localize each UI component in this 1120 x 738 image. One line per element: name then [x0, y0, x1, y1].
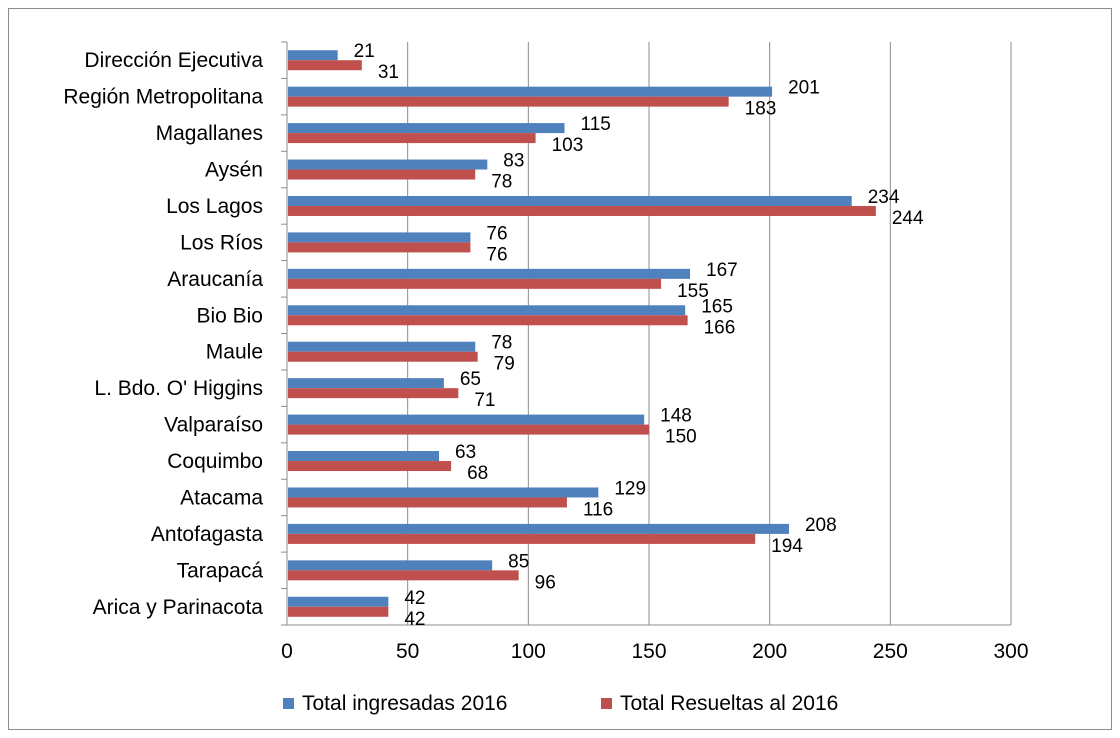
data-label-ingresadas: 78 — [491, 333, 512, 354]
x-tick-label: 150 — [631, 640, 666, 663]
bar-resueltas — [288, 315, 688, 326]
bar-resueltas — [288, 205, 876, 216]
bar-ingresadas — [288, 414, 645, 425]
data-label-ingresadas: 83 — [503, 151, 524, 172]
data-label-resueltas: 68 — [467, 463, 488, 484]
category-label: Araucanía — [167, 268, 263, 291]
category-label: Los Lagos — [166, 195, 263, 218]
category-label: Aysén — [205, 159, 263, 182]
legend: Total ingresadas 2016 Total Resueltas al … — [283, 692, 838, 715]
bar-ingresadas — [288, 560, 493, 571]
data-labels: 2131201183115103837823424476761671551651… — [354, 41, 924, 630]
axes — [281, 41, 1011, 626]
data-label-ingresadas: 234 — [868, 187, 900, 208]
data-label-resueltas: 116 — [583, 499, 613, 520]
bar-ingresadas — [288, 50, 338, 61]
data-label-resueltas: 96 — [535, 572, 556, 593]
bar-ingresadas — [288, 123, 565, 134]
bar-ingresadas — [288, 451, 440, 462]
bar-resueltas — [288, 278, 662, 289]
category-label: Valparaíso — [164, 414, 263, 437]
bar-ingresadas — [288, 159, 488, 170]
data-label-resueltas: 31 — [378, 62, 399, 83]
data-label-ingresadas: 208 — [805, 515, 837, 536]
bar-ingresadas — [288, 232, 471, 243]
category-label: Maule — [206, 341, 263, 364]
data-label-resueltas: 150 — [665, 427, 697, 448]
data-label-ingresadas: 115 — [581, 114, 611, 135]
legend-item-ingresadas-swatch — [283, 698, 294, 709]
bar-resueltas — [288, 424, 649, 435]
data-label-ingresadas: 76 — [486, 223, 507, 244]
data-label-ingresadas: 129 — [614, 478, 646, 499]
category-label: Coquimbo — [167, 450, 263, 473]
bar-ingresadas — [288, 596, 389, 607]
bar-ingresadas — [288, 195, 852, 206]
x-tick-label: 300 — [993, 640, 1028, 663]
bar-resueltas — [288, 242, 471, 253]
category-label: Antofagasta — [151, 523, 263, 546]
data-label-resueltas: 183 — [745, 99, 777, 120]
bar-ingresadas — [288, 268, 691, 279]
category-labels: Dirección Ejecutiva Región Metropolitana M… — [63, 49, 263, 619]
data-label-resueltas: 166 — [704, 317, 736, 338]
data-label-ingresadas: 21 — [354, 41, 375, 62]
bar-resueltas — [288, 497, 567, 508]
data-label-resueltas: 155 — [677, 281, 709, 302]
category-label: Los Ríos — [180, 231, 263, 254]
x-tick-label: 0 — [281, 640, 293, 663]
data-label-ingresadas: 42 — [404, 588, 425, 609]
data-label-ingresadas: 65 — [460, 369, 481, 390]
data-label-ingresadas: 167 — [706, 260, 738, 281]
bar-ingresadas — [288, 523, 789, 534]
bar-resueltas — [288, 60, 362, 71]
bar-resueltas — [288, 606, 389, 617]
category-label: Bio Bio — [196, 304, 263, 327]
data-label-resueltas: 76 — [486, 244, 507, 265]
x-tick-label: 100 — [511, 640, 546, 663]
legend-item-resueltas-swatch — [601, 698, 612, 709]
legend-item-ingresadas-label: Total ingresadas 2016 — [302, 692, 507, 715]
data-label-resueltas: 79 — [494, 354, 515, 375]
data-label-resueltas: 42 — [404, 609, 425, 630]
data-label-resueltas: 194 — [771, 536, 803, 557]
bar-ingresadas — [288, 487, 599, 498]
bar-resueltas — [288, 351, 478, 362]
bar-ingresadas — [288, 86, 773, 97]
bar-resueltas — [288, 388, 459, 399]
category-label: Región Metropolitana — [63, 86, 263, 109]
data-label-resueltas: 244 — [892, 208, 924, 229]
x-tick-labels: 0 50 100 150 200 250 300 — [281, 640, 1028, 663]
bar-ingresadas — [288, 378, 444, 389]
bar-ingresadas — [288, 341, 476, 352]
x-tick-label: 250 — [873, 640, 908, 663]
data-label-resueltas: 71 — [474, 390, 495, 411]
bar-resueltas — [288, 533, 756, 544]
x-tick-label: 50 — [396, 640, 419, 663]
bar-resueltas — [288, 461, 452, 472]
category-label: Magallanes — [156, 122, 263, 145]
bar-resueltas — [288, 169, 476, 180]
x-tick-label: 200 — [752, 640, 787, 663]
data-label-ingresadas: 201 — [788, 78, 820, 99]
data-label-ingresadas: 85 — [508, 551, 529, 572]
legend-item-resueltas-label: Total Resueltas al 2016 — [620, 692, 838, 715]
bar-ingresadas — [288, 305, 686, 316]
bars — [288, 50, 876, 617]
category-label: Arica y Parinacota — [93, 596, 264, 619]
data-label-ingresadas: 63 — [455, 442, 476, 463]
category-label: L. Bdo. O' Higgins — [94, 377, 263, 400]
bar-resueltas — [288, 570, 519, 581]
bar-resueltas — [288, 133, 536, 144]
category-label: Atacama — [180, 486, 263, 509]
data-label-resueltas: 103 — [552, 135, 584, 156]
data-label-ingresadas: 148 — [660, 406, 692, 427]
category-label: Tarapacá — [177, 559, 264, 582]
data-label-resueltas: 78 — [491, 172, 512, 193]
data-label-ingresadas: 165 — [701, 296, 733, 317]
bar-resueltas — [288, 96, 729, 107]
category-label: Dirección Ejecutiva — [84, 49, 263, 72]
